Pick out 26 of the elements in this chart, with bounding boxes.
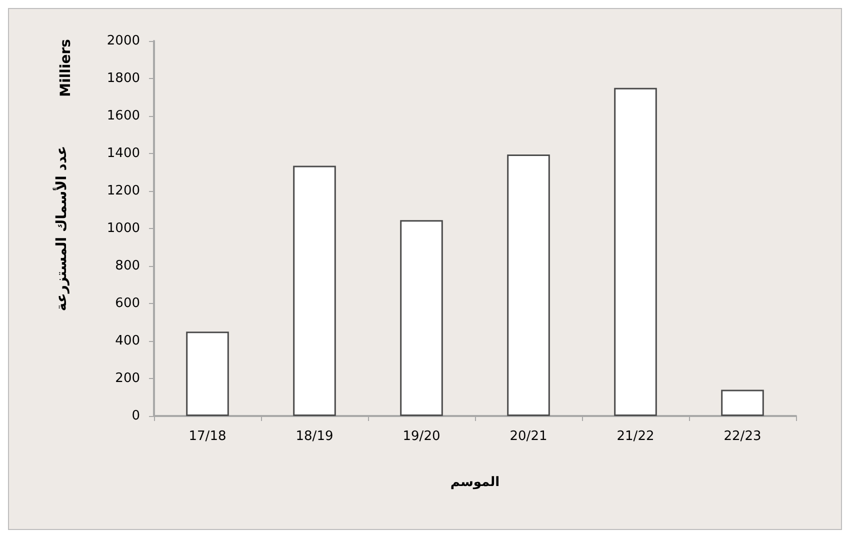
bar [614, 88, 657, 416]
y-tick-label: 1400 [106, 146, 140, 161]
y-tick-label: 1600 [106, 108, 140, 124]
bar [721, 390, 764, 416]
x-tick-label: 20/21 [510, 429, 548, 444]
text: Milliers [58, 39, 74, 97]
x-tick-label: 17/18 [188, 429, 226, 444]
y-tick-label: 200 [115, 371, 140, 386]
bar [507, 154, 550, 416]
bar [293, 166, 336, 416]
x-tick-label: 18/19 [296, 429, 334, 444]
y-axis-title: عدد الأسماك المستزرعة [52, 146, 70, 312]
x-tick-label: 19/20 [402, 429, 440, 444]
x-tick-label: 21/22 [616, 429, 654, 444]
x-axis-title: الموسم [450, 475, 500, 490]
y-tick-label: 800 [115, 258, 140, 274]
bar [400, 220, 443, 416]
y-tick-label: 0 [132, 408, 140, 424]
y-tick-label: 1200 [106, 184, 140, 198]
y-tick-label: 1000 [106, 221, 140, 236]
y-tick-label: 1800 [106, 71, 140, 86]
y-tick-label: 2000 [106, 34, 140, 48]
x-tick-label: 22/23 [724, 429, 762, 444]
y-tick-label: 600 [115, 296, 140, 311]
bar [186, 332, 229, 416]
y-tick-label: 400 [115, 334, 140, 348]
